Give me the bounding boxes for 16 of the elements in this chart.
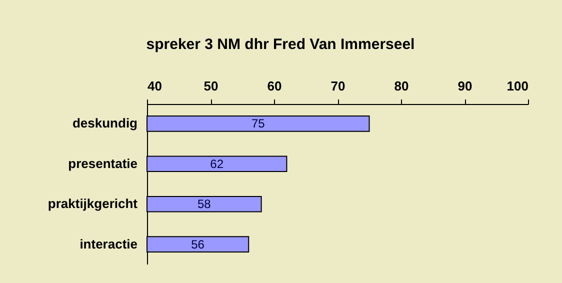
y-tick-label: interactie (80, 236, 138, 252)
x-tick-label: 50 (204, 78, 218, 94)
chart-title: spreker 3 NM dhr Fred Van Immerseel (146, 36, 415, 53)
y-tick-label: presentatie (68, 156, 138, 171)
x-tick-label: 70 (330, 78, 346, 94)
x-tick-label: 90 (458, 78, 472, 94)
y-tick-label: deskundig (72, 116, 138, 131)
data-label: 56 (191, 237, 205, 252)
x-tick-label: 80 (394, 78, 409, 94)
y-tick-label: praktijkgericht (48, 196, 138, 212)
x-tick-label: 60 (267, 78, 282, 94)
data-label: 62 (210, 156, 224, 171)
x-tick-label: 100 (506, 78, 528, 94)
x-tick-label: 40 (148, 78, 162, 94)
data-label: 58 (197, 197, 212, 212)
data-label: 75 (251, 116, 266, 131)
